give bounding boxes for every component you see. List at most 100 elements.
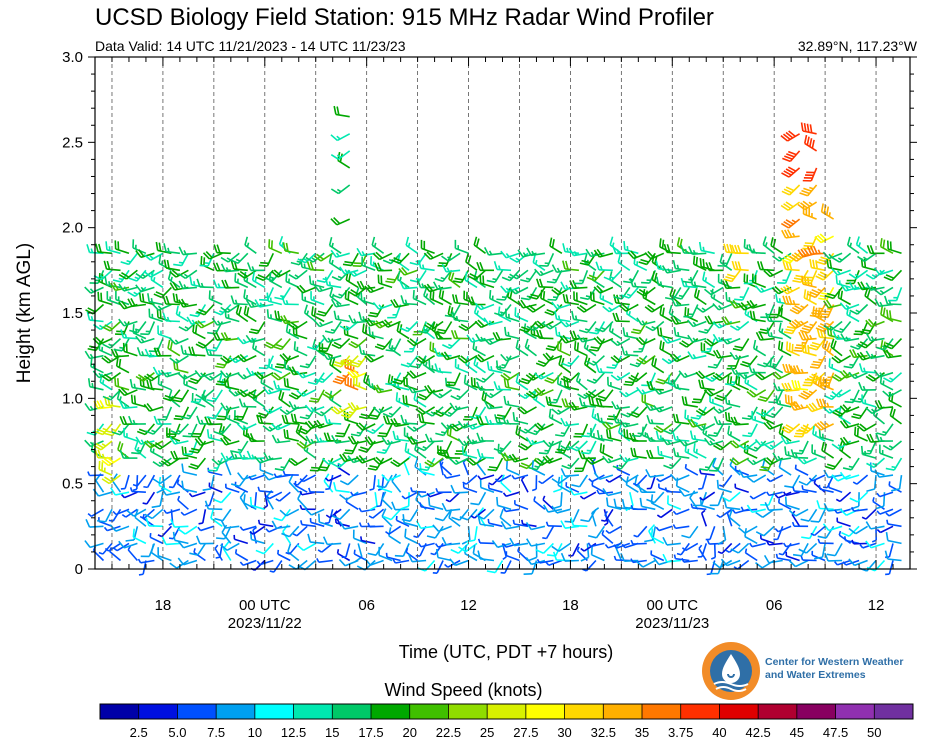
wind-barb	[333, 310, 350, 323]
wind-barb	[392, 430, 410, 442]
wind-barb	[120, 252, 139, 266]
wind-barb	[445, 491, 461, 503]
wind-barb	[817, 538, 834, 545]
wind-barb	[534, 268, 554, 277]
wind-barb	[220, 520, 240, 529]
wind-barb	[157, 325, 172, 340]
wind-barb	[766, 327, 783, 340]
colorbar-swatch	[603, 704, 643, 719]
wind-barb	[876, 423, 894, 437]
wind-barb	[517, 546, 529, 562]
wind-barb	[511, 474, 529, 480]
wind-barb	[851, 406, 869, 420]
wind-barb	[262, 386, 283, 395]
wind-barb	[245, 334, 266, 344]
wind-barb	[792, 543, 809, 557]
wind-barb	[866, 245, 885, 255]
colorbar-swatch	[719, 704, 759, 719]
wind-barb	[163, 243, 180, 255]
wind-barb	[118, 318, 138, 327]
wind-barb	[494, 304, 512, 317]
wind-barb	[328, 236, 342, 254]
wind-barb	[330, 249, 350, 258]
wind-barb	[591, 408, 605, 425]
wind-barb	[712, 303, 733, 311]
wind-barb	[723, 269, 741, 283]
wind-barb	[308, 275, 325, 289]
wind-barb	[506, 288, 520, 306]
wind-barb	[282, 524, 291, 544]
wind-barb	[426, 525, 444, 539]
wind-barb	[505, 308, 520, 323]
wind-barb	[655, 430, 673, 442]
wind-barb	[873, 286, 894, 296]
wind-barb	[673, 327, 690, 340]
wind-barb	[828, 358, 843, 374]
wind-barb	[305, 252, 325, 263]
wind-barb	[364, 354, 384, 363]
wind-barb	[580, 508, 597, 523]
wind-barb	[879, 444, 894, 459]
wind-barb	[152, 303, 172, 311]
wind-barb	[542, 320, 563, 330]
wind-barb	[86, 311, 104, 323]
wind-barb	[672, 447, 690, 459]
wind-barb	[157, 406, 173, 421]
wind-barb	[849, 491, 869, 503]
wind-barb	[360, 536, 376, 545]
wind-barb	[554, 310, 571, 323]
wind-barb	[721, 316, 741, 326]
wind-barb	[698, 241, 715, 255]
wind-barb	[466, 457, 486, 466]
wind-barb	[650, 528, 665, 545]
wind-barb	[577, 450, 596, 460]
wind-barb	[477, 474, 495, 481]
colorbar-swatch	[796, 704, 836, 719]
wind-barb	[372, 251, 393, 261]
wind-barb	[395, 392, 410, 408]
wind-barb	[669, 353, 690, 363]
wind-barb	[221, 524, 232, 544]
wind-barb	[233, 534, 249, 545]
wind-barb	[839, 302, 860, 311]
wind-barb	[589, 291, 605, 306]
wind-barb	[810, 508, 826, 523]
wind-barb	[194, 320, 215, 329]
wind-barb	[347, 368, 368, 379]
wind-barb	[855, 236, 869, 254]
wind-barb	[720, 337, 741, 345]
wind-barb	[400, 414, 418, 425]
wind-barb	[213, 423, 232, 436]
wind-barb	[249, 525, 266, 535]
wind-barb	[112, 508, 130, 516]
wind-barb	[884, 550, 902, 562]
wind-barb	[580, 542, 597, 552]
wind-barb	[636, 386, 656, 395]
wind-barb	[749, 310, 766, 323]
wind-barb	[407, 435, 427, 445]
y-tick-label: 2.5	[62, 134, 83, 151]
wind-barb	[139, 508, 155, 520]
wind-barb	[308, 487, 325, 493]
wind-barb	[595, 261, 613, 272]
wind-barb	[605, 497, 622, 511]
wind-barb	[860, 321, 877, 335]
wind-barb	[441, 536, 461, 546]
wind-barb	[330, 150, 351, 160]
wind-barb	[885, 508, 902, 517]
wind-barb	[316, 558, 333, 564]
wind-barb	[800, 555, 817, 562]
wind-barb	[719, 474, 733, 488]
wind-barb	[853, 321, 869, 336]
x-tick-date: 2023/11/23	[635, 615, 709, 632]
wind-barb	[882, 440, 903, 451]
wind-barb	[622, 327, 639, 340]
wind-barb	[243, 289, 257, 306]
wind-barb	[525, 303, 546, 313]
wind-barb	[153, 415, 172, 425]
wind-barb	[880, 305, 894, 323]
wind-barb	[542, 439, 563, 448]
wind-barb	[809, 304, 826, 318]
wind-barb	[858, 363, 877, 374]
wind-barb	[101, 456, 121, 467]
